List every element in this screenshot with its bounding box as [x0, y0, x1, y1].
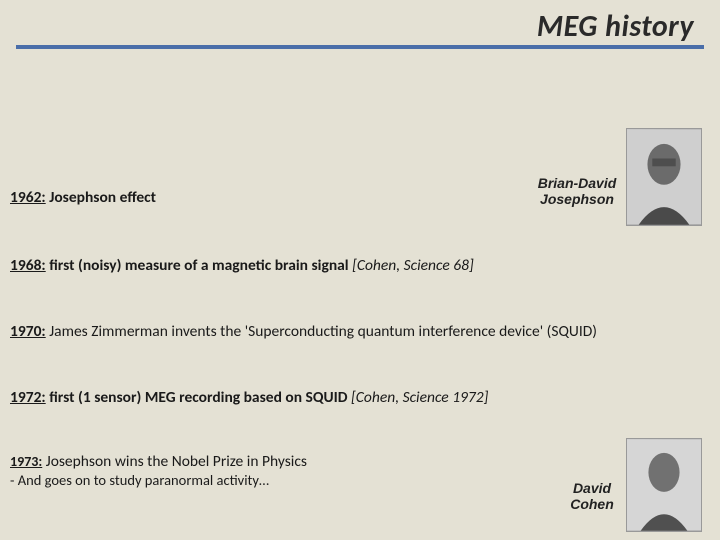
entry-1962-text: Josephson effect	[46, 188, 156, 207]
photo-josephson	[626, 128, 702, 226]
entry-1968-text: first (noisy) measure of a magnetic brai…	[46, 256, 352, 275]
entry-1973-sub: - And goes on to study paranormal activi…	[10, 471, 269, 489]
slide-title: MEG history	[537, 8, 694, 45]
entry-1973: 1973: Josephson wins the Nobel Prize in …	[10, 452, 710, 491]
entry-1972: 1972: first (1 sensor) MEG recording bas…	[10, 388, 710, 407]
entry-1972-cite: [Cohen, Science 1972]	[351, 388, 488, 407]
entry-1970: 1970: James Zimmerman invents the 'Super…	[10, 322, 710, 341]
entry-1968-cite: [Cohen, Science 68]	[352, 256, 474, 275]
entry-1973-year: 1973:	[10, 453, 42, 470]
title-underline	[16, 45, 704, 49]
entry-1970-text: James Zimmerman invents the 'Superconduc…	[46, 322, 597, 341]
entry-1970-year: 1970:	[10, 322, 46, 341]
entry-1973-text: Josephson wins the Nobel Prize in Physic…	[42, 452, 307, 471]
entry-1962-year: 1962:	[10, 188, 46, 207]
entry-1972-text: first (1 sensor) MEG recording based on …	[46, 388, 351, 407]
slide-title-wrap: MEG history	[537, 8, 694, 45]
entry-1968-year: 1968:	[10, 256, 46, 275]
entry-1968: 1968: first (noisy) measure of a magneti…	[10, 256, 710, 275]
entry-1972-year: 1972:	[10, 388, 46, 407]
caption-cohen-l2: Cohen	[570, 496, 614, 512]
entry-1962: 1962: Josephson effect	[10, 188, 710, 207]
